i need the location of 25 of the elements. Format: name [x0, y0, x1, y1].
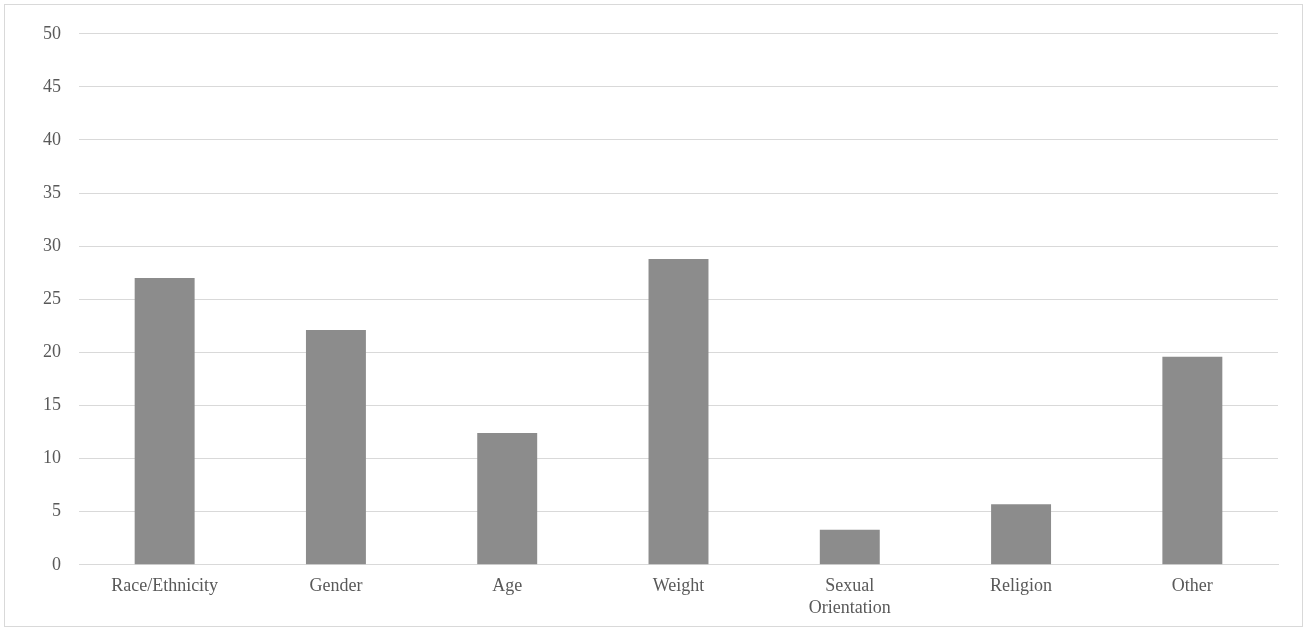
y-tick-label: 20: [43, 341, 61, 362]
bar: [1162, 356, 1223, 565]
y-tick-label: 30: [43, 234, 61, 255]
x-tick-label: Religion: [990, 575, 1053, 596]
y-tick-label: 25: [43, 288, 61, 309]
bar: [991, 504, 1052, 565]
y-tick-label: 10: [43, 447, 61, 468]
bar: [305, 330, 366, 565]
x-tick-label: Other: [1171, 575, 1213, 596]
bar: [648, 258, 709, 565]
bar: [819, 529, 880, 565]
y-tick-label: 50: [43, 22, 61, 43]
x-tick-label: Age: [492, 575, 523, 596]
x-tick-label: Gender: [309, 575, 363, 596]
y-tick-label: 0: [52, 553, 61, 574]
y-tick-label: 5: [52, 500, 61, 521]
x-tick-label: Race/Ethnicity: [111, 575, 219, 596]
x-tick-label: Sexual Orientation: [808, 575, 891, 617]
x-tick-label: Weight: [652, 575, 705, 596]
bar: [134, 278, 195, 565]
y-tick-label: 40: [43, 128, 61, 149]
y-tick-label: 45: [43, 75, 61, 96]
y-tick-label: 35: [43, 181, 61, 202]
y-tick-label: 15: [43, 394, 61, 415]
bar: [477, 433, 538, 565]
